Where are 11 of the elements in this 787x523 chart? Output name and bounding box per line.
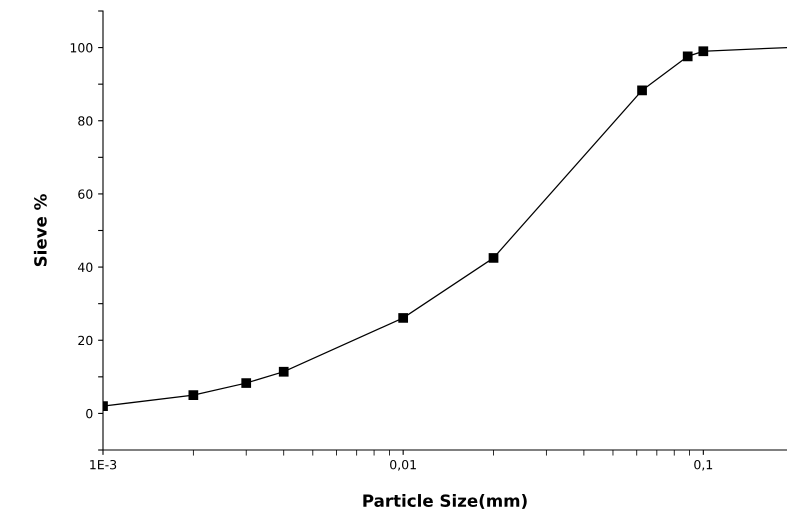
y-tick-label: 80 <box>78 116 92 126</box>
x-tick-label: 0,1 <box>694 460 712 471</box>
y-tick-label: 60 <box>78 189 92 199</box>
y-tick-label: 40 <box>78 262 92 272</box>
y-tick-label: 20 <box>78 336 92 346</box>
y-axis-title: Sieve % <box>34 194 47 266</box>
x-tick-label: 0,01 <box>390 460 416 471</box>
y-tick-label: 100 <box>70 43 92 53</box>
x-tick-label: 1E-3 <box>90 460 116 470</box>
x-axis-title: Particle Size(mm) <box>363 494 527 509</box>
y-tick-label: 0 <box>86 408 92 418</box>
